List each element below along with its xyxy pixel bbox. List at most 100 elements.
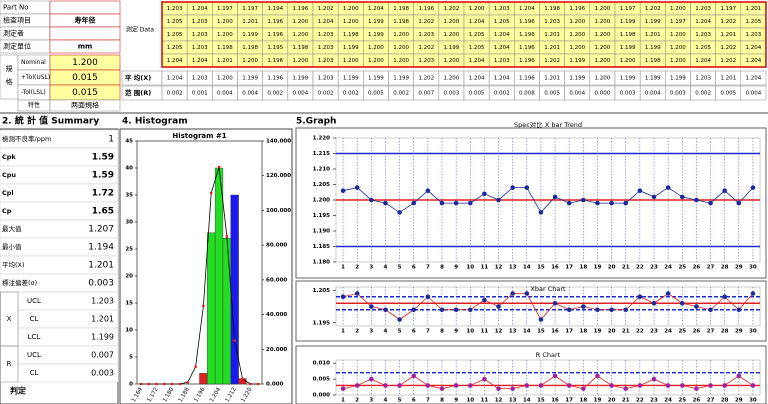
point [354,291,360,296]
data-cell: 1.200 [368,58,384,64]
data-cell: 1.198 [645,58,661,64]
chart-title: R Chart [536,351,561,359]
chart-title: Xbar Chart [530,285,566,293]
y-tick-label: 1.190 [313,229,331,235]
data-cell: 1.201 [645,32,661,38]
y-tick-label: 30 [125,220,133,226]
data-cell: 1.199 [569,58,585,64]
range-cell: 0.002 [343,91,359,97]
point [566,200,572,206]
data-cell: 1.201 [544,45,560,51]
data-cell: 1.203 [494,6,510,12]
group-row-label: CL [30,315,39,323]
data-cell: 1.200 [368,45,384,51]
point [637,383,643,388]
summary-value: 1.72 [92,189,114,199]
group-row-value: 1.203 [91,297,114,306]
avg-cell: 1.200 [595,76,611,82]
data-cell: 1.204 [494,32,510,38]
avg-cell: 1.201 [544,76,560,82]
point [538,210,544,215]
x-tick-label: 12 [495,329,503,335]
point [651,376,657,382]
range-cell: 0.001 [192,91,208,97]
group-row-label: UCL [27,351,41,359]
x-tick-label: 28 [721,265,729,271]
data-cell: 1.200 [217,19,233,25]
curve-point [217,165,221,169]
y-tick-label: 40.000 [266,312,287,318]
point [552,194,558,200]
data-cell: 1.205 [494,19,510,25]
data-cell: 1.200 [670,32,686,38]
data-cell: 1.195 [267,45,283,51]
y-tick-label: 45 [125,139,133,145]
x-tick-label: 3 [369,398,373,404]
range-cell: 0.005 [469,91,485,97]
data-cell: 1.204 [494,45,510,51]
data-cell: 1.200 [595,45,611,51]
x-tick-label: 3 [369,329,373,335]
data-cell: 1.204 [519,6,535,12]
x-tick-label: 29 [735,329,743,335]
summary-value: 1 [108,135,114,145]
point [722,294,727,300]
avg-cell: 1.199 [242,76,258,82]
group-label: R [7,360,12,368]
spec-row-value: 1.200 [72,58,98,68]
x-tick-label: 9 [454,265,458,271]
range-cell: 0.004 [217,91,233,97]
data-cell: 1.199 [645,19,661,25]
curve-point [249,382,252,386]
spec-label: 規格 [5,64,13,91]
summary-value: 1.201 [88,261,114,271]
point [623,200,629,206]
point [750,185,756,190]
data-cell: 1.204 [746,58,762,64]
x-tick-label: 15 [537,329,545,335]
x-tick-label: 20 [608,398,616,404]
data-cell: 1.204 [192,6,208,12]
data-cell: 1.200 [444,58,460,64]
x-tick-label: 26 [693,265,701,271]
point [510,291,515,296]
info-label: 測定單位 [3,42,31,51]
range-cell: 0.002 [318,91,334,97]
data-cell: 1.200 [343,19,359,25]
data-cell: 1.196 [519,45,535,51]
judge-label: 判定 [10,386,26,396]
x-tick-label: 23 [650,329,658,335]
data-cell: 1.196 [519,58,535,64]
x-tick-label: 19 [594,265,602,271]
point [354,185,360,190]
x-tick-label: 21 [622,265,630,271]
range-cell: 0.005 [544,91,560,97]
data-cell: 1.205 [469,45,485,51]
avg-cell: 1.199 [343,76,359,82]
x-tick-label: 30 [749,265,757,271]
data-cell: 1.198 [544,6,560,12]
point [383,200,388,206]
x-tick-label: 17 [565,398,573,404]
avg-cell: 1.203 [318,76,334,82]
data-cell: 1.198 [242,45,258,51]
avg-cell: 1.199 [645,76,661,82]
point [425,188,431,193]
x-tick-label: 20 [608,265,616,271]
y-tick-label: 1.200 [313,198,331,204]
data-cell: 1.200 [393,58,409,64]
summary-label: 檢測不良率/ppm [2,134,51,143]
y-tick-label: 1.210 [313,167,331,173]
y-tick-label: 15 [125,301,133,307]
data-cell: 1.200 [343,6,359,12]
curve-point [202,304,205,308]
data-cell: 1.200 [595,58,611,64]
point [340,386,346,391]
cell [740,85,767,101]
data-cell: 1.202 [318,6,334,12]
point [637,188,643,193]
hist-bar [207,232,216,385]
curve-point [241,377,244,380]
x-tick-label: 1 [341,329,345,335]
point [708,307,713,313]
